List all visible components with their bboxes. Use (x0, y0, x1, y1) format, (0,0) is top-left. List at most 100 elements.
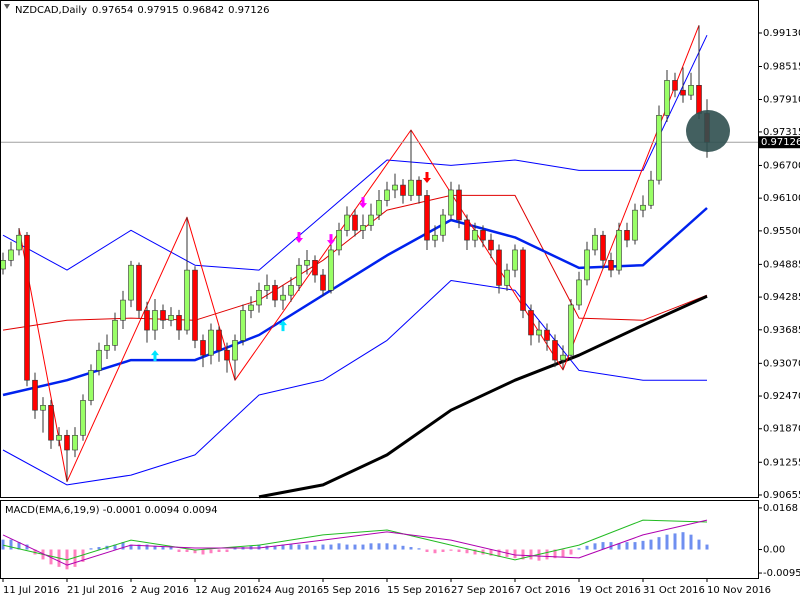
macd-bar (569, 549, 573, 555)
candle-body (296, 264, 302, 286)
candle-body (576, 279, 582, 306)
candle-body (600, 234, 606, 261)
macd-bar (225, 549, 229, 552)
candle-body (128, 264, 134, 301)
macd-bar (649, 539, 653, 550)
macd-bar (353, 544, 357, 550)
candle-body (0, 260, 6, 270)
macd-bar (585, 545, 589, 550)
candle-body (328, 249, 334, 291)
x-tick-label: 7 Oct 2016 (515, 585, 570, 596)
macd-bar (177, 549, 181, 552)
close-value: 0.97126 (228, 5, 269, 16)
corner-icon (4, 4, 10, 9)
candle-body (120, 299, 126, 321)
candle-body (200, 340, 206, 356)
macd-frame (0, 500, 759, 579)
candle-body (232, 340, 238, 361)
candle-body (104, 345, 110, 351)
macd-bar (593, 543, 597, 550)
macd-bar (489, 549, 493, 556)
candle-body (96, 349, 102, 371)
candle-body (256, 289, 262, 306)
y-tick-label: 0.98515 (763, 62, 800, 73)
macd-bar (377, 543, 381, 550)
macd-bar (561, 549, 565, 557)
candle-body (88, 370, 94, 401)
macd-bar (673, 533, 677, 550)
candle-body (568, 304, 574, 356)
candle-body (544, 329, 550, 341)
signal-arrow (279, 320, 287, 332)
signal-arrow (423, 171, 431, 183)
candle-body (136, 264, 142, 311)
candle-body (416, 179, 422, 196)
macd-bar (89, 548, 93, 550)
candle-body (368, 214, 374, 226)
macd-bar (497, 549, 501, 557)
macd-bar (681, 532, 685, 550)
macd-bar (449, 549, 453, 551)
signal-arrow (295, 231, 303, 243)
candle-body (168, 315, 174, 321)
x-tick-label: 21 Jul 2016 (67, 585, 124, 596)
macd-bar (641, 540, 645, 550)
candle-body (688, 85, 694, 96)
candle-body (408, 179, 414, 196)
indicator-line (2, 280, 707, 486)
x-tick-label: 5 Sep 2016 (323, 585, 380, 596)
candle-body (648, 179, 654, 206)
macd-bar (9, 539, 13, 550)
candle-body (472, 230, 478, 241)
candle-body (56, 434, 62, 441)
candle-body (320, 274, 326, 291)
macd-bar (577, 548, 581, 550)
candle-body (592, 234, 598, 251)
macd-bar (281, 544, 285, 550)
macd-bar (217, 549, 221, 552)
candle-body (488, 239, 494, 251)
y-tick-label: 0.94885 (763, 259, 800, 270)
macd-bar (137, 544, 141, 550)
open-value: 0.97654 (92, 5, 133, 16)
macd-bar (49, 549, 53, 565)
candle-body (288, 285, 294, 296)
y-tick-label: 0.91255 (763, 457, 800, 468)
macd-bar (465, 549, 469, 554)
candle-body (384, 189, 390, 201)
candle-body (608, 260, 614, 271)
candle-body (496, 249, 502, 286)
macd-bar (185, 549, 189, 552)
y-tick-label: 0.90655 (763, 490, 800, 501)
candle-body (16, 234, 22, 251)
macd-bar (1, 539, 5, 550)
signal-arrow (327, 234, 335, 246)
macd-bar (361, 544, 365, 550)
drawn-ellipse (686, 110, 730, 152)
x-tick-label: 27 Sep 2016 (451, 585, 514, 596)
macd-bar (265, 545, 269, 550)
macd-bar (337, 543, 341, 550)
macd-bar (601, 542, 605, 550)
candle-body (520, 249, 526, 311)
macd-bar (433, 549, 437, 554)
macd-bar (145, 544, 149, 550)
candle-body (392, 184, 398, 191)
candle-body (248, 304, 254, 311)
indicator-line (2, 34, 708, 271)
x-tick-label: 11 Jul 2016 (3, 585, 60, 596)
x-tick-label: 2 Aug 2016 (131, 585, 189, 596)
candle-body (24, 234, 30, 381)
macd-y-tick-label: 0.00 (763, 545, 785, 556)
macd-bar (705, 544, 709, 550)
candle-body (696, 85, 702, 114)
macd-bar (537, 549, 541, 561)
candle-body (424, 195, 430, 241)
indicator-line (2, 519, 708, 561)
macd-bar (625, 542, 629, 550)
candle-body (552, 340, 558, 361)
candle-body (160, 310, 166, 321)
candle-body (632, 209, 638, 241)
